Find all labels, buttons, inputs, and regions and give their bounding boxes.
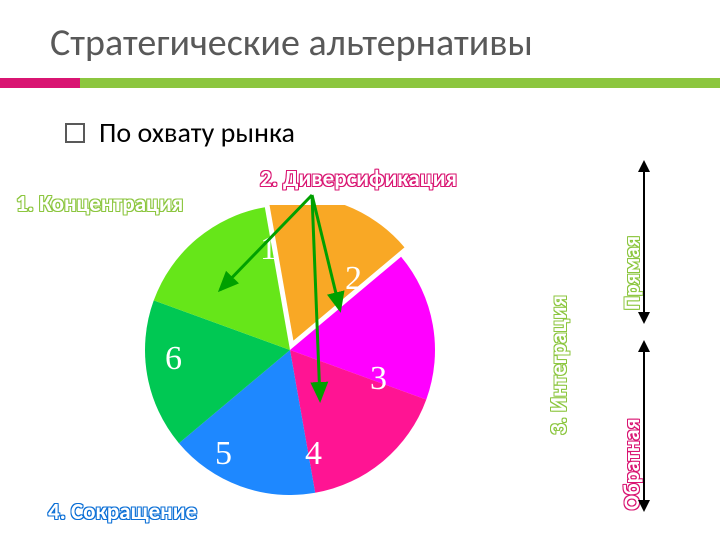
slide-title: Стратегические альтернативы: [50, 20, 533, 66]
label-reverse: Обратная: [618, 418, 645, 510]
pie-slice-label-3: 3: [370, 360, 387, 398]
slide: Стратегические альтернативы По охвату ры…: [0, 0, 720, 540]
accent-seg-1: [0, 78, 80, 88]
label-3-integration: 3. Интеграция: [545, 295, 573, 435]
accent-seg-2: [80, 78, 720, 88]
bullet-text: По охвату рынка: [99, 115, 295, 150]
pie-slice-label-4: 4: [305, 435, 322, 473]
label-4-reduction: 4. Сокращение: [48, 498, 197, 526]
label-direct: Прямая: [618, 236, 645, 310]
pie-slice-label-1: 1: [260, 230, 277, 268]
pie-slice-label-5: 5: [215, 435, 232, 473]
pie-slice-label-2: 2: [345, 260, 362, 298]
bullet-box-icon: [65, 123, 85, 143]
pie-slice-label-6: 6: [165, 340, 182, 378]
pie-svg: [140, 205, 440, 495]
accent-bar: [0, 78, 720, 88]
label-2-diversification: 2. Диверсификация: [260, 165, 457, 193]
pie-chart: 1 2 3 4 5 6: [140, 205, 440, 495]
bullet-row: По охвату рынка: [65, 115, 295, 150]
